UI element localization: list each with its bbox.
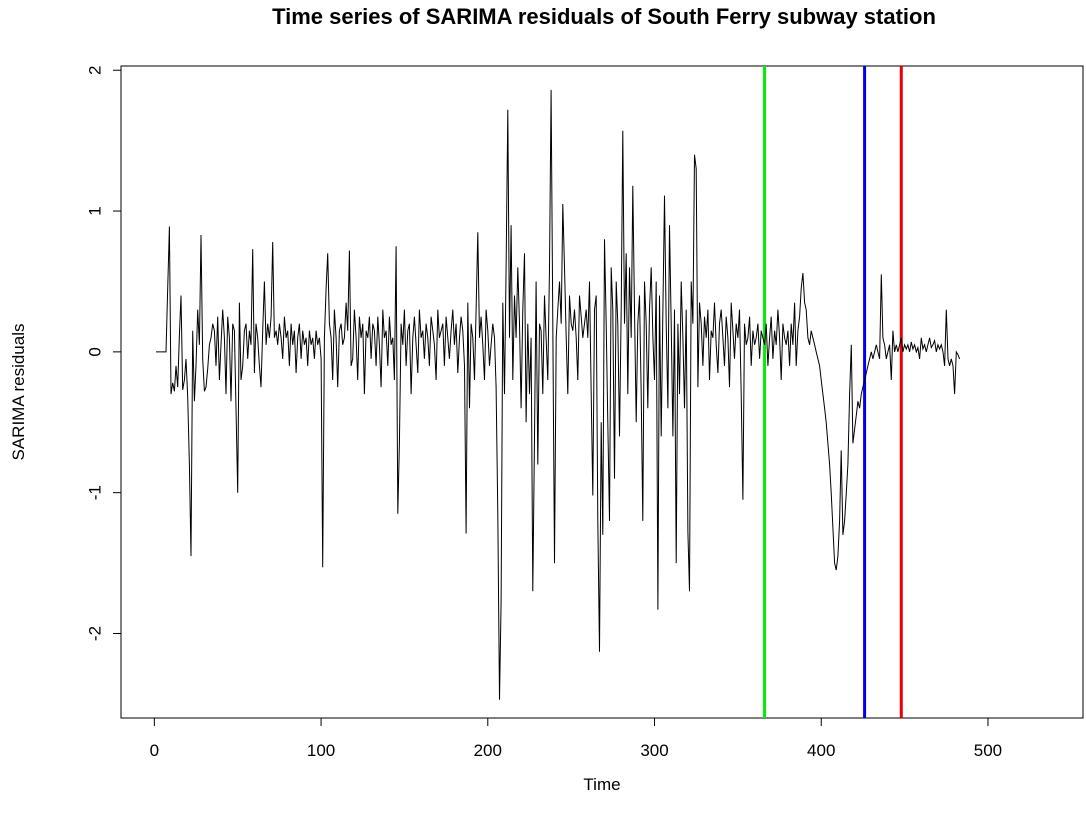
y-tick-label: -1 <box>86 485 105 500</box>
y-tick-label: 1 <box>86 206 105 215</box>
x-tick-label: 300 <box>640 741 668 760</box>
x-tick-label: 400 <box>807 741 835 760</box>
y-axis-label: SARIMA residuals <box>9 324 28 461</box>
y-tick-label: -2 <box>86 626 105 641</box>
residual-series-line <box>156 89 961 700</box>
vertical-markers <box>763 66 903 718</box>
x-axis-label: Time <box>583 775 620 794</box>
y-tick-label: 2 <box>86 65 105 74</box>
x-tick-label: 500 <box>974 741 1002 760</box>
chart-title: Time series of SARIMA residuals of South… <box>272 4 936 29</box>
x-tick-label: 100 <box>307 741 335 760</box>
plot-frame <box>120 65 1084 719</box>
y-axis: -2 -1 0 1 2 <box>86 65 121 641</box>
x-tick-label: 0 <box>150 741 159 760</box>
y-tick-label: 0 <box>86 347 105 356</box>
x-axis: 0 100 200 300 400 500 <box>150 718 1002 760</box>
x-tick-label: 200 <box>474 741 502 760</box>
